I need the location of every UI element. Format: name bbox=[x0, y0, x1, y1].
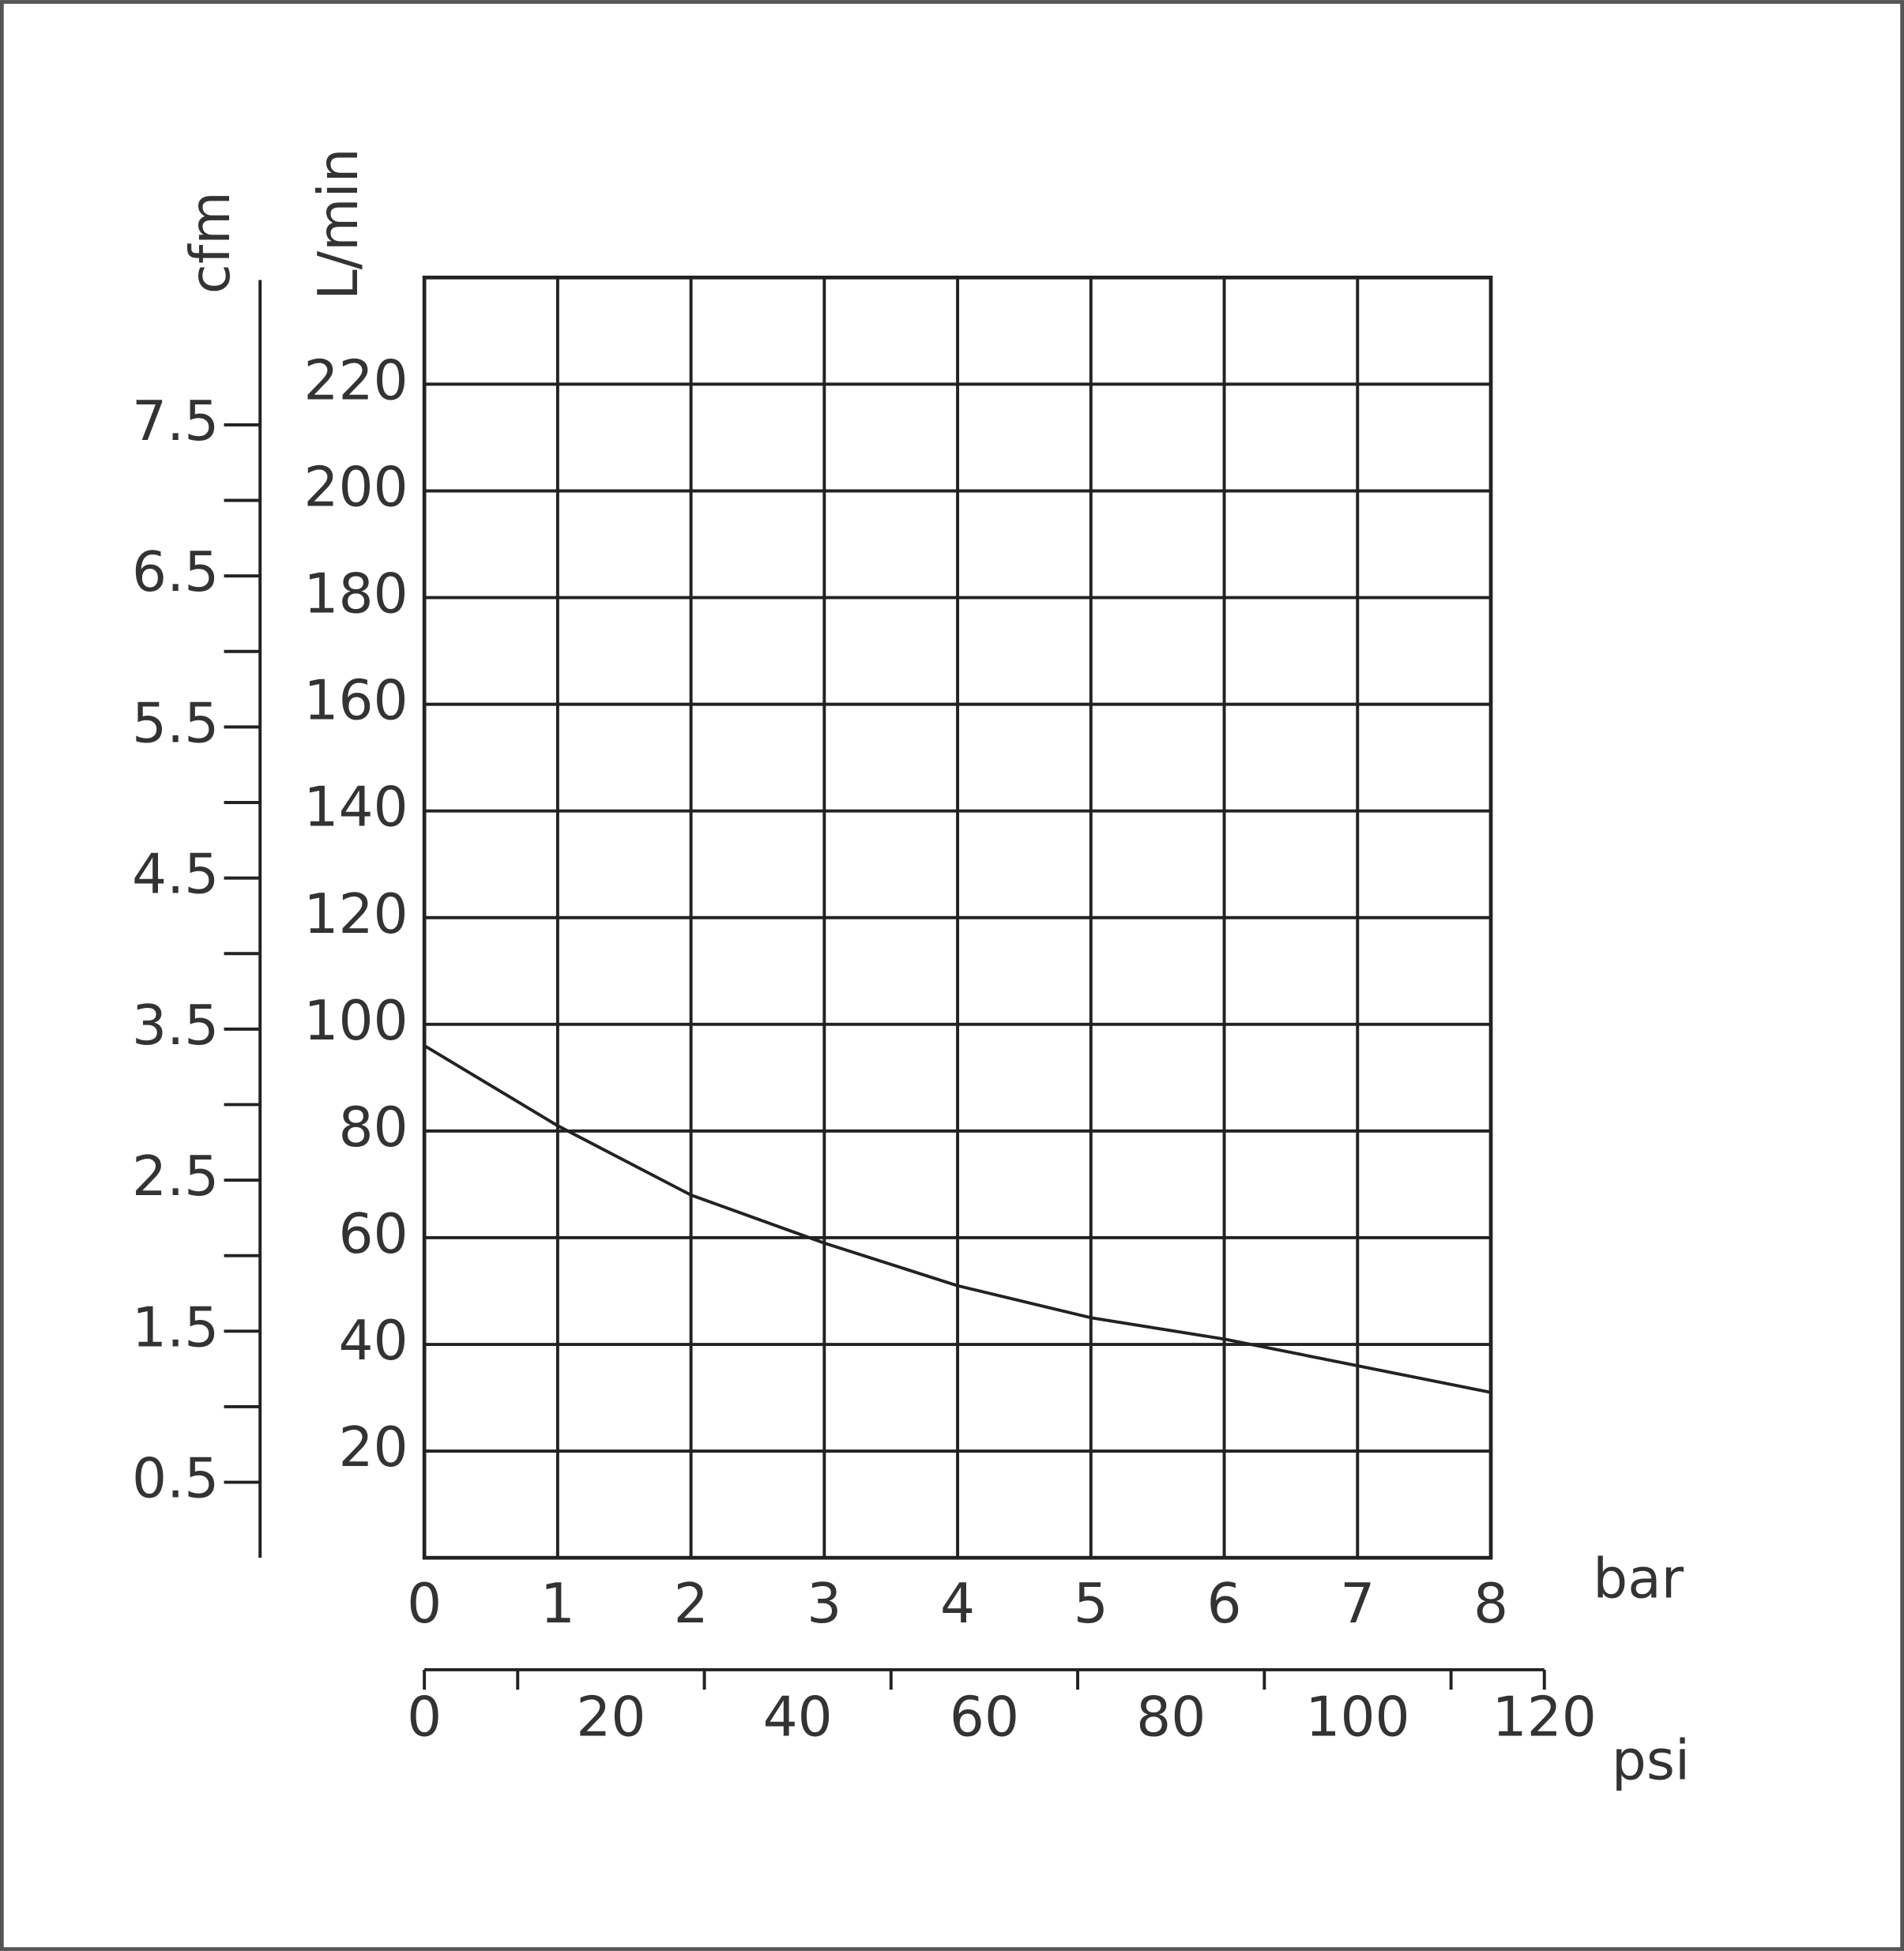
x-tick-label: 1 bbox=[540, 1573, 575, 1636]
x-tick-label: 3 bbox=[807, 1573, 841, 1636]
y2-tick-label: 3.5 bbox=[132, 994, 219, 1058]
x2-axis-label: psi bbox=[1612, 1730, 1690, 1793]
y2-tick-label: 4.5 bbox=[132, 844, 219, 907]
x-tick-label: 5 bbox=[1074, 1573, 1108, 1636]
y-tick-label: 160 bbox=[303, 670, 408, 733]
y-tick-label: 80 bbox=[338, 1096, 408, 1160]
y2-tick-label: 6.5 bbox=[132, 541, 219, 604]
x-tick-label: 4 bbox=[940, 1573, 975, 1636]
y2-tick-label: 0.5 bbox=[132, 1448, 219, 1511]
x-tick-label: 7 bbox=[1340, 1573, 1375, 1636]
y-tick-label: 180 bbox=[303, 563, 408, 626]
x2-tick-label: 120 bbox=[1492, 1686, 1597, 1750]
x2-tick-label: 40 bbox=[763, 1686, 833, 1750]
y-tick-label: 40 bbox=[338, 1310, 408, 1373]
x-tick-label: 2 bbox=[674, 1573, 709, 1636]
x-tick-label: 6 bbox=[1207, 1573, 1242, 1636]
y2-axis-label: cfm bbox=[179, 191, 243, 294]
x2-tick-label: 60 bbox=[950, 1686, 1019, 1750]
x-tick-label: 8 bbox=[1473, 1573, 1508, 1636]
x2-tick-label: 20 bbox=[576, 1686, 645, 1750]
y-tick-label: 20 bbox=[338, 1416, 408, 1479]
y-tick-label: 220 bbox=[303, 349, 408, 412]
x-tick-label: 0 bbox=[407, 1573, 442, 1636]
x-axis-label: bar bbox=[1593, 1548, 1684, 1611]
data-line bbox=[423, 1044, 1492, 1394]
y2-tick-label: 1.5 bbox=[132, 1296, 219, 1359]
y2-tick-label: 7.5 bbox=[132, 390, 219, 453]
x2-tick-label: 0 bbox=[407, 1686, 442, 1750]
y-tick-label: 200 bbox=[303, 457, 408, 520]
x2-tick-label: 80 bbox=[1136, 1686, 1206, 1750]
x2-tick-label: 100 bbox=[1305, 1686, 1409, 1750]
y-tick-label: 120 bbox=[303, 883, 408, 946]
y-axis-label: L/min bbox=[307, 148, 371, 300]
y2-tick-label: 2.5 bbox=[132, 1145, 219, 1209]
y2-tick-label: 5.5 bbox=[132, 692, 219, 755]
y-tick-label: 60 bbox=[338, 1203, 408, 1266]
y-tick-label: 100 bbox=[303, 990, 408, 1053]
y-tick-label: 140 bbox=[303, 776, 408, 840]
